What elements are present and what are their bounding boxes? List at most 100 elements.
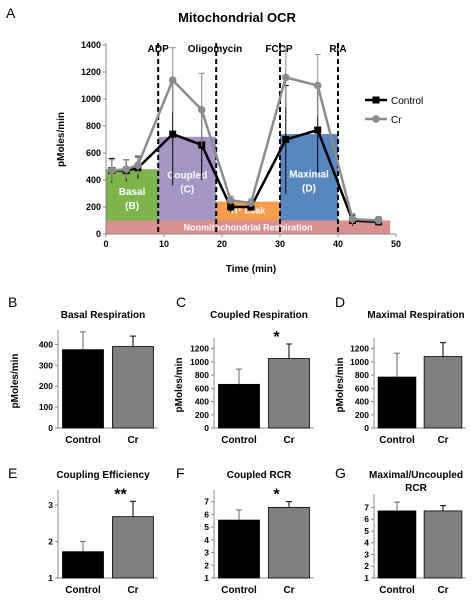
data-point-cr [247,199,255,207]
chart-c-y-tick-label: 600 [195,383,209,393]
chart-c-y-label: pMoles/min [174,357,185,412]
bar-cr [112,516,154,579]
significance-marker: * [273,329,280,346]
region-sublabel-maximal: (D) [302,183,316,194]
chart-f-y-tick-label: 7 [204,497,209,507]
category-label-cr: Cr [437,585,448,596]
injection-label-adp: ADP [148,44,169,55]
legend-label-cr: Cr [391,115,402,126]
chart-f-coupled-rcr: Coupled RCR 1 2 3 4 5 6 7 Control Cr * [204,470,314,596]
region-basal [106,169,159,221]
category-label-control: Control [221,435,257,446]
chart-c-y-tick-label: 0 [204,423,209,433]
chart-c-y-tick-label: 1000 [190,357,209,367]
chart-a-y-tick-label: 1400 [81,40,101,50]
data-point-control [314,126,322,134]
chart-b-title: Basal Respiration [61,310,145,321]
data-point-cr [122,165,131,173]
chart-b-y-tick-label: 300 [39,360,53,370]
chart-e-y-tick-label: 3 [48,500,53,510]
chart-b-y-label: pMoles/min [10,353,21,408]
chart-g-title-line2: RCR [405,483,427,494]
category-label-cr: Cr [127,585,138,596]
region-label-nonmito: Nonmitochondrial Respiration [184,223,313,233]
data-point-cr [374,216,383,225]
region-nonmito [106,220,391,234]
chart-g-y-tick-label: 2 [364,561,369,571]
panel-letter-f: F [176,465,185,481]
chart-a-x-tick-label: 20 [217,239,227,249]
chart-a-x-tick-label: 10 [159,239,169,249]
category-label-cr: Cr [283,435,294,446]
chart-d-y-tick-label: 1200 [350,344,369,354]
legend-label-control: Control [391,96,423,107]
chart-a-x-tick-label: 0 [103,239,108,249]
region-sublabel-basal: (B) [125,201,139,212]
chart-g-y-tick-label: 3 [364,549,369,559]
chart-g-y-tick-label: 6 [364,514,369,524]
chart-d-maximal-respiration: Maximal Respiration 0 200 400 600 800 1000 1200… [335,310,466,446]
category-label-control: Control [65,435,101,446]
chart-c-y-tick-label: 1200 [190,344,209,354]
region-sublabel-coupled: (C) [180,185,194,196]
bar-control [377,510,417,579]
chart-d-y-label: pMoles/min [335,357,346,412]
data-point-cr [168,76,177,84]
chart-a-x-label: Time (min) [226,264,276,275]
significance-marker: * [273,487,280,504]
bar-control [218,519,260,579]
bar-cr [112,346,154,429]
chart-d-y-tick-label: 0 [364,423,369,433]
chart-a-x-tick-label: 40 [333,239,343,249]
data-point-control [282,136,290,143]
chart-c-coupled-respiration: Coupled Respiration 0 200 400 600 800 1000 1200… [174,310,314,446]
chart-e-title: Coupling Efficiency [56,470,150,481]
chart-e-y-tick-label: 2 [48,536,53,546]
data-point-cr [108,166,116,175]
chart-a-y-tick-label: 800 [86,121,101,131]
injection-label-fccp: FCCP [265,44,293,55]
injection-label-oligomycin: Oligomycin [188,44,242,55]
significance-marker: ** [114,486,127,503]
chart-f-title: Coupled RCR [227,470,292,481]
chart-a-y-label: pMoles/min [56,112,67,167]
legend-marker-cr [372,115,380,123]
region-label-leak: H⁺ Leak [231,206,266,216]
data-point-control [169,130,177,138]
legend-marker-control [372,96,380,104]
chart-f-y-tick-label: 6 [204,509,209,519]
chart-f-y-tick-label: 1 [204,573,209,583]
category-label-control: Control [379,585,415,596]
data-point-cr [313,81,322,90]
chart-d-y-tick-label: 800 [355,370,369,380]
panel-letter-e: E [8,465,17,481]
injection-label-ra: R/A [329,44,346,55]
chart-b-y-tick-label: 400 [39,339,53,349]
panel-letter-b: B [8,294,17,310]
chart-g-y-tick-label: 7 [364,502,369,512]
chart-g-maximal-uncoupled-rcr: Maximal/Uncoupled RCR 1 2 34 5 6 7 Control Cr [364,470,466,596]
chart-b-y-tick-label: 100 [39,402,53,412]
category-label-cr: Cr [437,435,448,446]
data-point-cr [197,106,206,114]
category-label-control: Control [379,435,415,446]
region-maximal [280,134,338,221]
chart-c-title: Coupled Respiration [210,310,308,321]
chart-d-y-tick-label: 400 [355,397,369,407]
panel-letter-d: D [335,294,345,310]
panel-letter-a: A [6,5,16,21]
data-point-cr [348,215,357,223]
region-label-coupled: Coupled [167,171,207,182]
chart-e-coupling-efficiency: Coupling Efficiency 1 2 3 Control Cr ** [48,470,158,596]
chart-b-y-tick-label: 0 [48,423,53,433]
category-label-cr: Cr [283,585,294,596]
data-point-control [227,203,235,211]
chart-d-y-tick-label: 600 [355,383,369,393]
chart-d-y-tick-label: 1000 [350,357,369,367]
data-point-cr [134,161,142,169]
category-label-control: Control [65,585,101,596]
chart-a-title: Mitochondrial OCR [178,10,296,25]
chart-a-y-tick-label: 600 [86,148,101,158]
chart-f-y-tick-label: 5 [204,522,209,532]
bar-control [377,376,417,429]
